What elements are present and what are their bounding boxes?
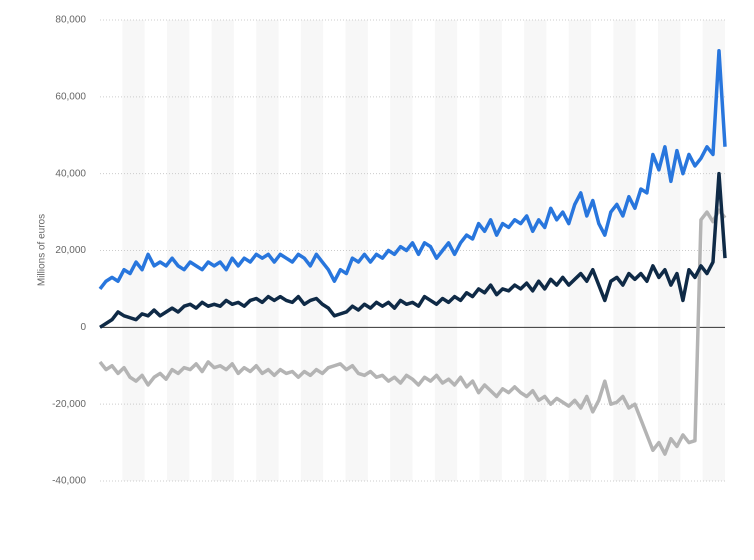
y-tick-label: 60,000 [55,91,86,102]
y-tick-label: 40,000 [55,168,86,179]
y-tick-label: 80,000 [55,15,86,26]
y-tick-label: -40,000 [52,476,86,487]
band [658,20,681,481]
y-tick-label: 0 [80,322,86,333]
series-line [98,208,727,456]
band [613,20,636,481]
band [390,20,413,481]
series-line [99,171,727,329]
band [300,20,324,481]
y-tick-label: -20,000 [52,399,86,410]
series-line [98,48,727,290]
band [256,20,279,481]
y-tick-label: 20,000 [55,245,86,256]
y-axis-label: Millions of euros [37,214,48,286]
band [568,20,592,481]
